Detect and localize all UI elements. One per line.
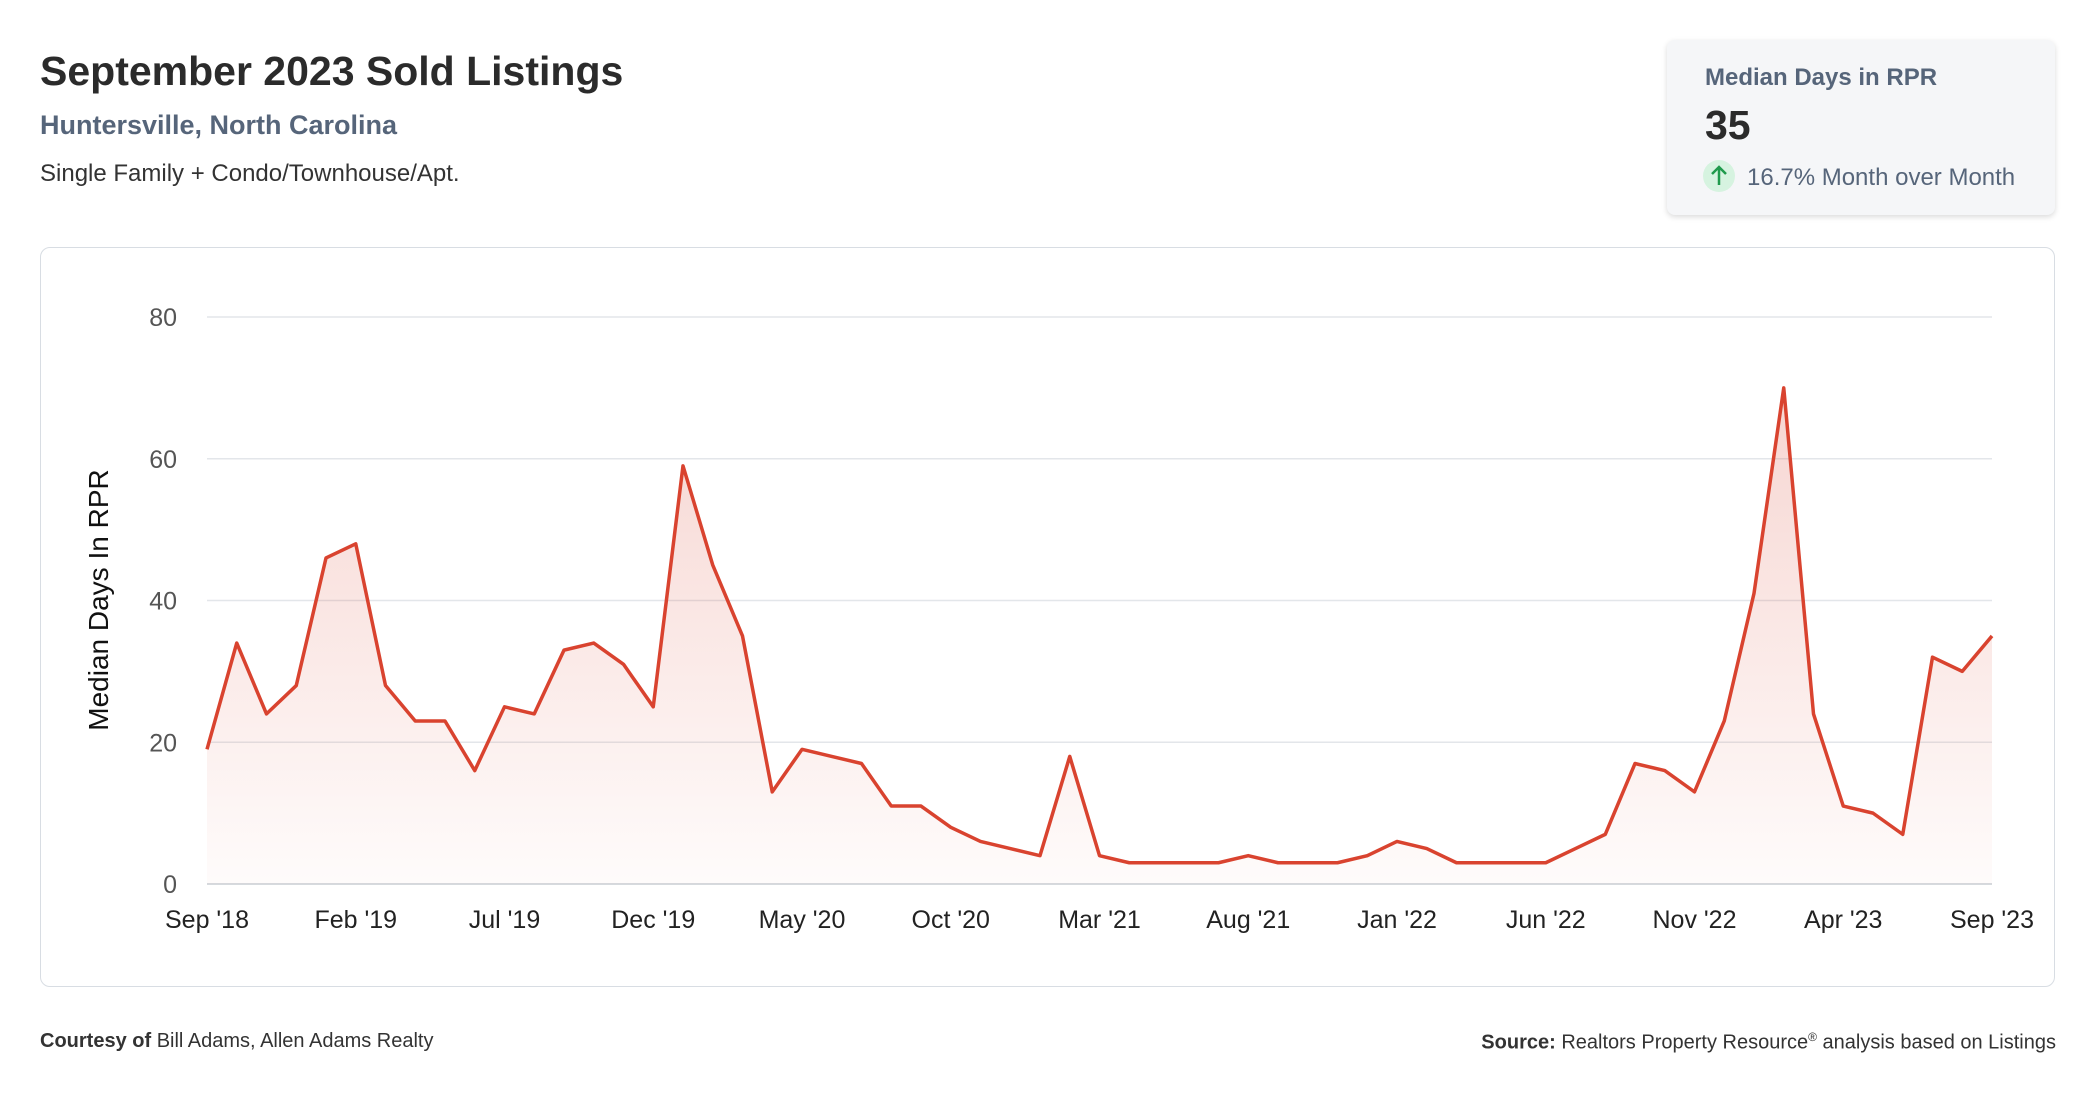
x-tick-label: May '20 [759, 906, 846, 934]
area [207, 387, 1992, 884]
x-tick-label: Jul '19 [469, 906, 540, 934]
stat-label: Median Days in RPR [1705, 64, 1938, 91]
source: Source: Realtors Property Resource® anal… [1481, 1030, 2056, 1055]
location: Huntersville, North Carolina [40, 110, 398, 140]
x-tick-label: Sep '18 [165, 906, 249, 934]
x-tick-label: Sep '23 [1950, 906, 2034, 934]
y-tick-label: 20 [149, 729, 177, 757]
y-tick-label: 60 [149, 446, 177, 474]
x-tick-label: Mar '21 [1058, 906, 1141, 934]
title: September 2023 Sold Listings [40, 48, 624, 94]
x-tick-label: Dec '19 [611, 906, 695, 934]
stat-change: 16.7% Month over Month [1747, 164, 2016, 191]
property-types: Single Family + Condo/Townhouse/Apt. [40, 160, 460, 187]
y-tick-label: 80 [149, 304, 177, 332]
stat-card: Median Days in RPR 35 16.7% Month over M… [1667, 40, 2055, 215]
stat-value: 35 [1705, 102, 1751, 148]
source-label: Source: [1481, 1031, 1556, 1054]
source-rest: analysis based on Listings [1822, 1031, 2056, 1054]
y-tick-label: 0 [163, 871, 177, 899]
chart-box [40, 247, 2055, 987]
source-text: Realtors Property Resource [1561, 1031, 1809, 1054]
courtesy: Courtesy of Bill Adams, Allen Adams Real… [40, 1030, 433, 1053]
x-tick-label: Jan '22 [1357, 906, 1437, 934]
x-tick-label: Nov '22 [1653, 906, 1737, 934]
courtesy-label: Courtesy of [40, 1030, 152, 1052]
line [205, 386, 1994, 865]
courtesy-text: Bill Adams, Allen Adams Realty [156, 1030, 434, 1052]
x-tick-label: Aug '21 [1206, 906, 1290, 934]
y-tick-label: 40 [149, 588, 177, 616]
x-tick-label: Jun '22 [1506, 906, 1586, 934]
x-tick-label: Feb '19 [314, 906, 397, 934]
arrow [1711, 165, 1727, 185]
y-axis-label: Median Days In RPR [83, 469, 114, 730]
x-tick-label: Oct '20 [912, 906, 990, 934]
up-icon [1703, 160, 1735, 192]
x-tick-label: Apr '23 [1804, 906, 1882, 934]
source-mark: ® [1808, 1030, 1817, 1044]
